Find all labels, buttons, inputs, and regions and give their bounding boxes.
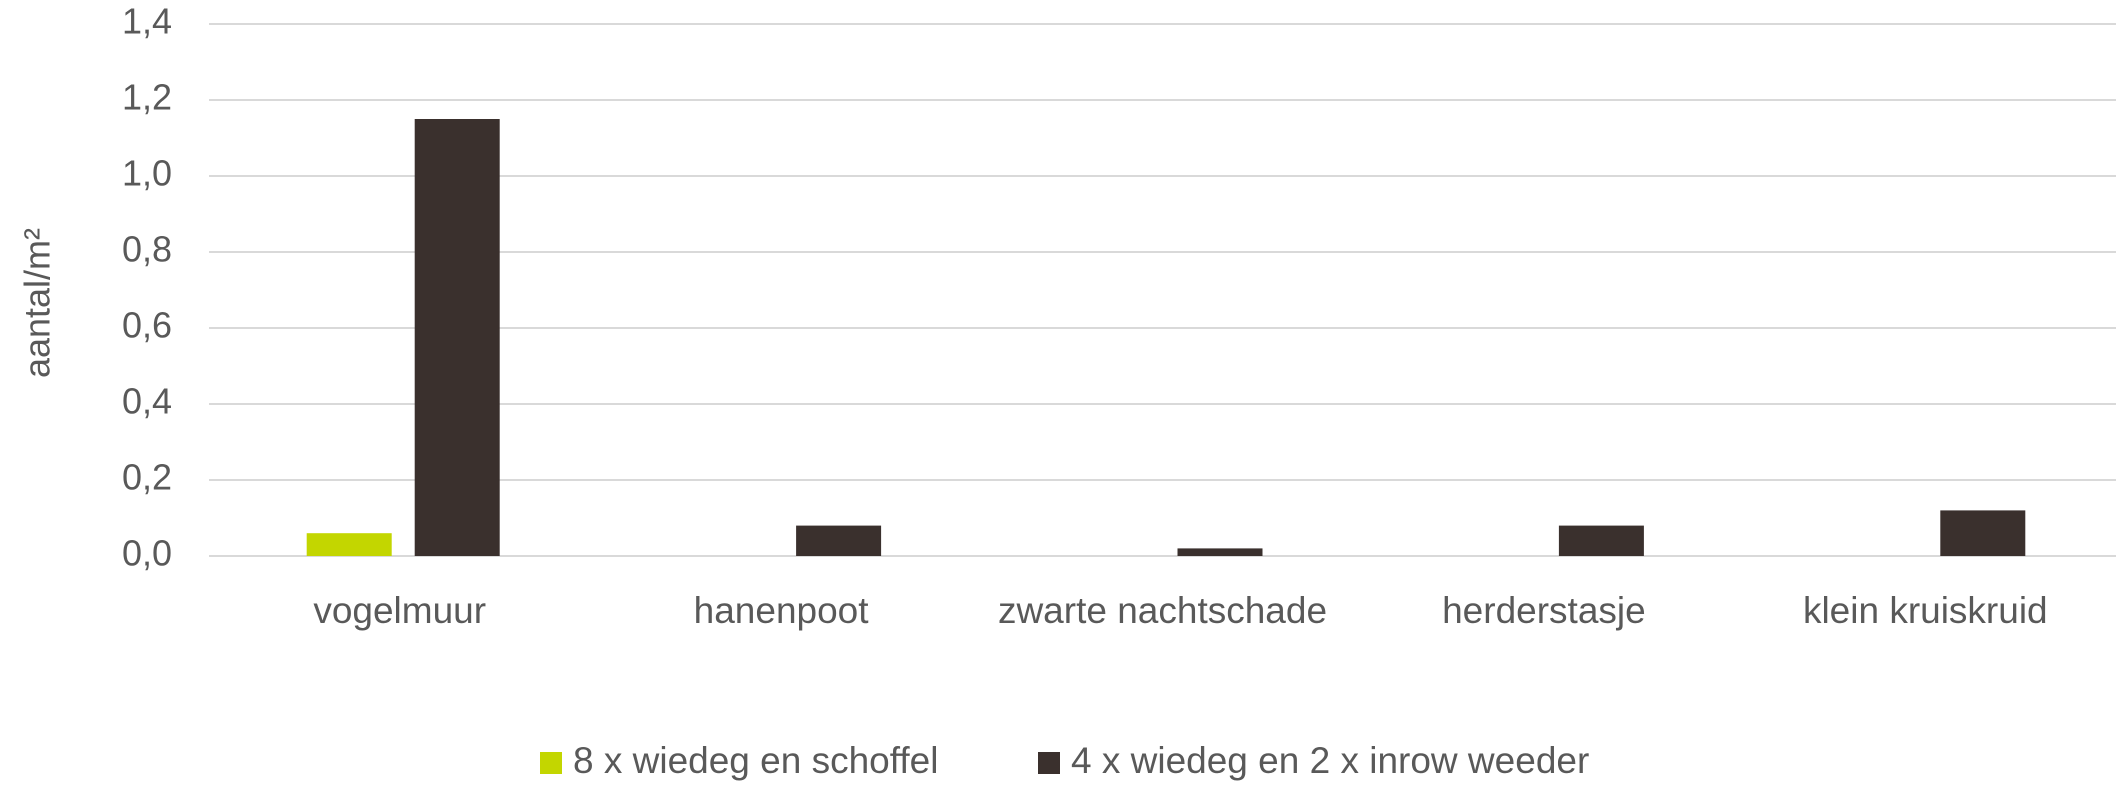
y-tick-label: 1,4 (122, 1, 172, 42)
bar (414, 119, 500, 556)
x-tick-label: herderstasje (1442, 590, 1646, 631)
bar (306, 533, 392, 556)
x-tick-label: vogelmuur (313, 590, 486, 631)
y-tick-label: 0,0 (122, 533, 172, 574)
y-tick-label: 1,0 (122, 153, 172, 194)
y-tick-label: 0,4 (122, 381, 172, 422)
bar (1940, 510, 2026, 556)
x-tick-label: klein kruiskruid (1803, 590, 2048, 631)
legend-label: 8 x wiedeg en schoffel (573, 740, 938, 781)
y-tick-label: 0,6 (122, 305, 172, 346)
y-tick-label: 1,2 (122, 77, 172, 118)
legend-swatch (1038, 752, 1060, 774)
y-tick-label: 0,2 (122, 457, 172, 498)
x-tick-label: hanenpoot (694, 590, 870, 631)
y-tick-label: 0,8 (122, 229, 172, 270)
y-axis-label: aantal/m² (17, 228, 58, 378)
bar (1177, 548, 1263, 556)
x-tick-label: zwarte nachtschade (998, 590, 1327, 631)
legend-swatch (540, 752, 562, 774)
bar (1558, 525, 1644, 556)
bar (796, 525, 882, 556)
legend-label: 4 x wiedeg en 2 x inrow weeder (1071, 740, 1589, 781)
